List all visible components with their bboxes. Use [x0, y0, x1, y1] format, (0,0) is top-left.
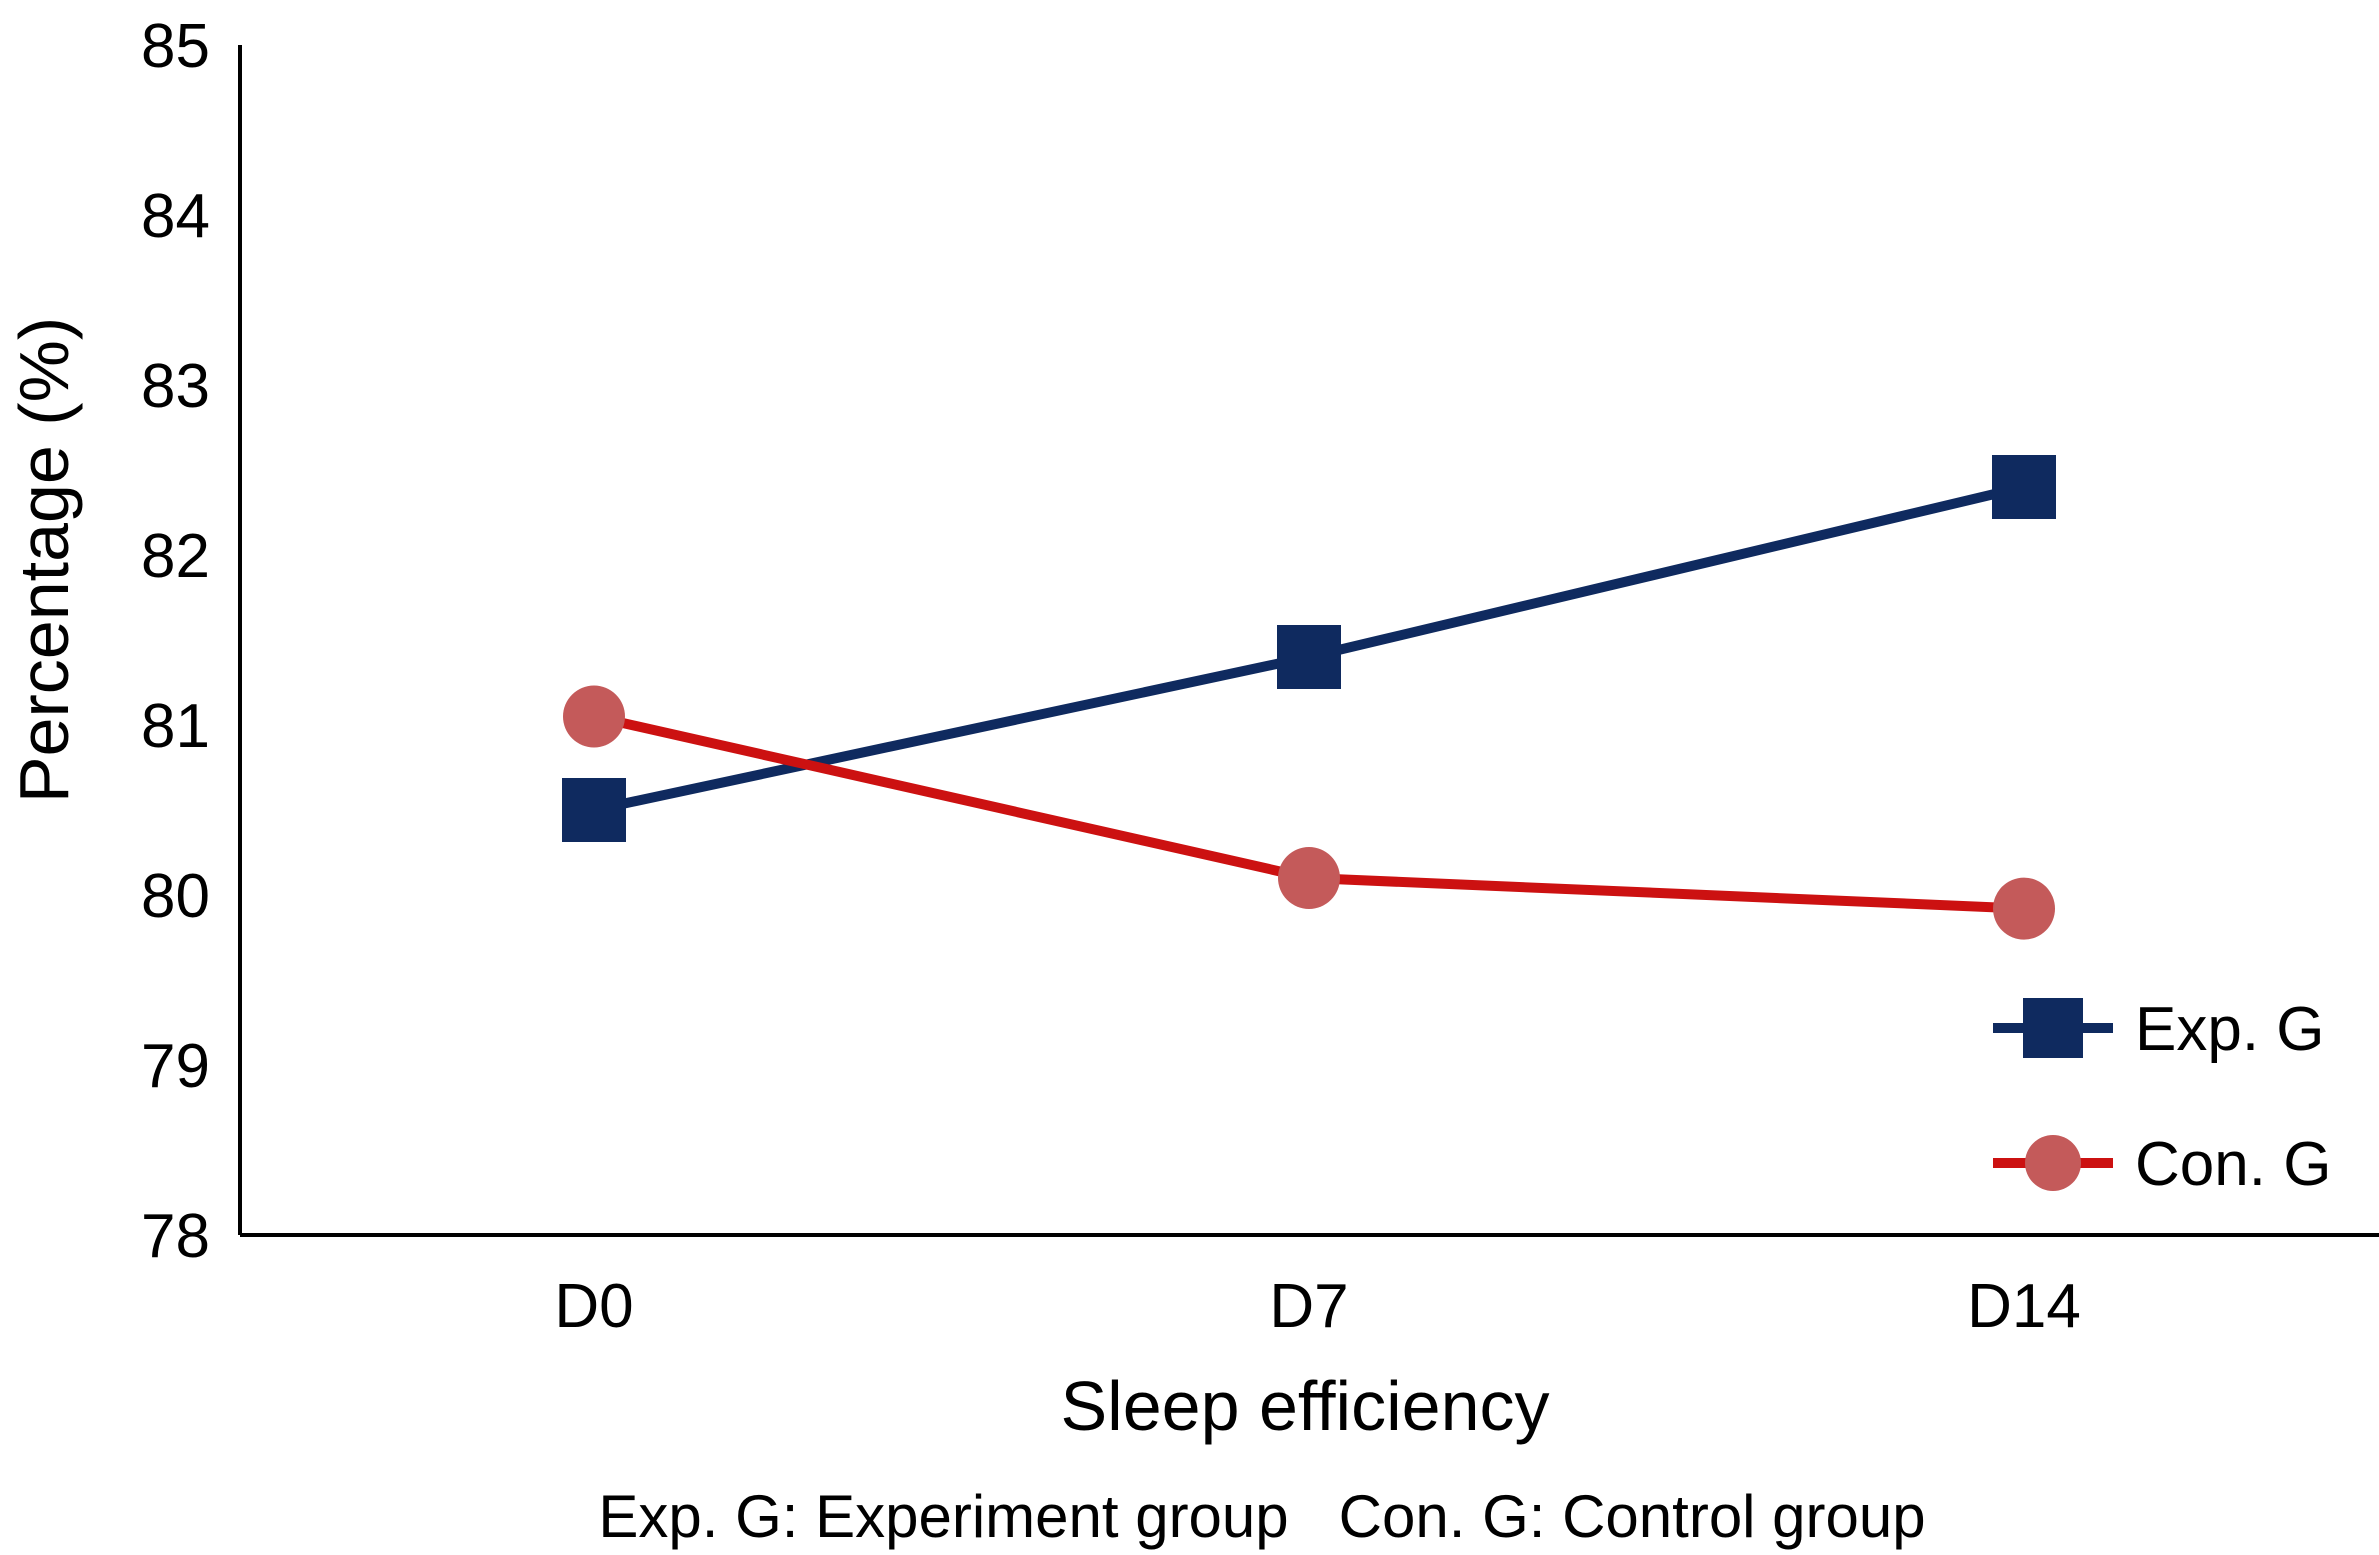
y-tick-label: 85 [141, 12, 210, 81]
data-point-circle [563, 685, 625, 748]
y-tick-label: 83 [141, 352, 210, 421]
x-tick-label: D0 [554, 1272, 633, 1341]
series-lines [562, 455, 2056, 940]
x-axis-title: Sleep efficiency [1060, 1367, 1549, 1445]
data-point-square [1992, 455, 2056, 519]
x-tick-label: D7 [1269, 1272, 1348, 1341]
data-point-circle [1993, 877, 2055, 940]
legend-marker-circle [2025, 1135, 2081, 1191]
x-axis: D0 D7 D14 [240, 1233, 2379, 1341]
data-point-square [1277, 625, 1341, 689]
legend-marker-square [2023, 998, 2083, 1058]
y-tick-label: 79 [141, 1032, 210, 1101]
legend: Exp. G Con. G [1993, 995, 2331, 1199]
y-axis-title: Percentage (%) [5, 317, 83, 803]
x-tick-label: D14 [1967, 1272, 2081, 1341]
data-point-square [562, 778, 626, 842]
y-axis: 78 79 80 81 82 83 84 85 [141, 12, 242, 1271]
y-tick-label: 81 [141, 692, 210, 761]
legend-label: Con. G [2135, 1130, 2331, 1199]
data-point-circle [1278, 847, 1340, 909]
y-tick-label: 84 [141, 182, 210, 251]
footnote: Exp. G: Experiment group Con. G: Control… [598, 1483, 1925, 1550]
y-tick-label: 78 [141, 1202, 210, 1271]
y-tick-label: 80 [141, 862, 210, 931]
legend-label: Exp. G [2135, 995, 2325, 1064]
y-tick-label: 82 [141, 522, 210, 591]
